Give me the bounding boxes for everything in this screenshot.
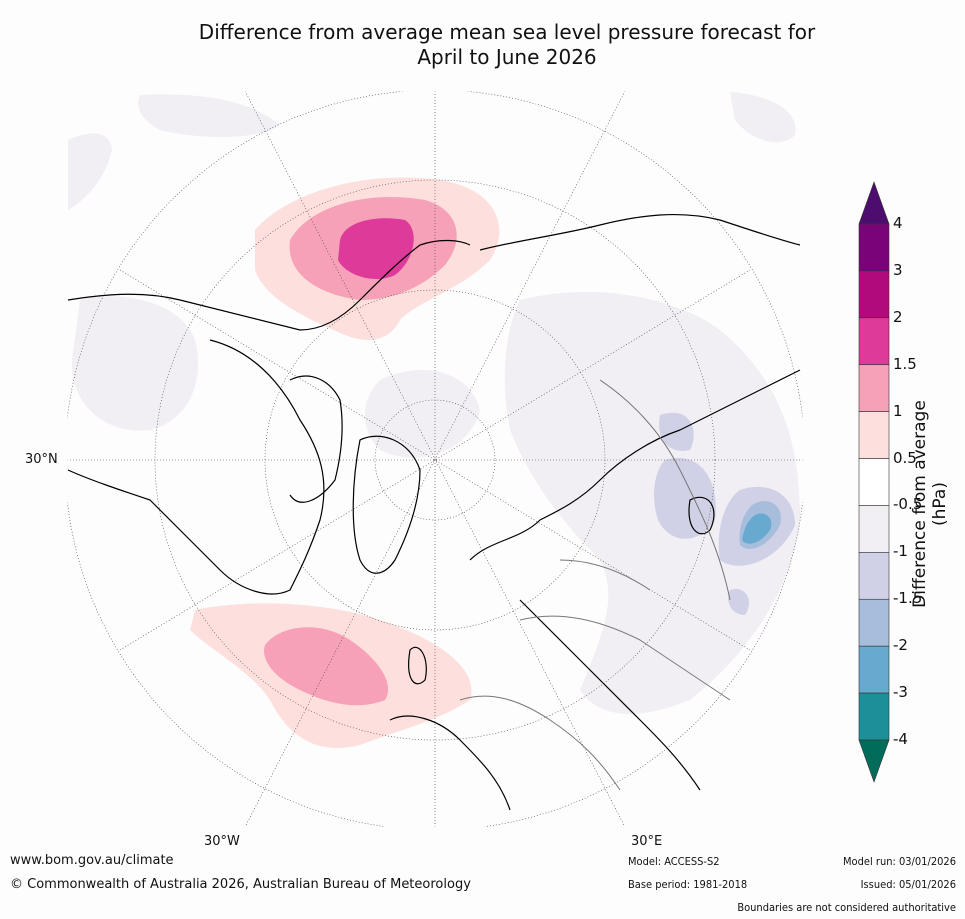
anomaly-neg-top	[138, 94, 280, 137]
colorbar-segment	[858, 505, 890, 553]
colorbar-segment	[858, 364, 890, 412]
colorbar-segment	[858, 458, 890, 506]
graticule	[67, 91, 803, 827]
map-area	[67, 91, 803, 827]
colorbar-tick-label: 1	[893, 401, 903, 420]
colorbar-tick-label: 2	[893, 307, 903, 326]
anomaly-neg-pacific	[71, 296, 198, 431]
anomaly-neg-top-right	[730, 92, 796, 143]
model-run-text: Model run: 03/01/2026	[843, 855, 956, 868]
colorbar-segment	[858, 411, 890, 459]
colorbar-under-arrow	[858, 739, 890, 783]
disclaimer-text: Boundaries are not considered authoritat…	[737, 901, 956, 914]
colorbar-title: Difference from average (hPa)	[910, 400, 950, 608]
coastlines	[67, 213, 801, 811]
colorbar-segment	[858, 645, 890, 694]
anomaly-pos-northpacific-15	[338, 218, 414, 280]
colorbar	[858, 181, 890, 783]
anomaly-neg2-east	[742, 513, 772, 544]
colorbar-segment	[858, 270, 890, 319]
copyright-text: © Commonwealth of Australia 2026, Austra…	[10, 877, 471, 892]
anomaly-neg1-small	[728, 589, 750, 615]
lon-30w-label: 30°W	[204, 834, 240, 849]
colorbar-tick-label: 4	[893, 214, 903, 232]
issued-text: Issued: 05/01/2026	[860, 878, 956, 891]
lat-30n-label: 30°N	[25, 452, 58, 467]
colorbar-segment	[858, 317, 890, 366]
colorbar-tick-label: -0.5	[893, 495, 923, 514]
country-borders	[459, 379, 731, 791]
anomaly-neg-left	[68, 133, 112, 210]
lon-30e-label: 30°E	[631, 834, 663, 849]
colorbar-segment	[858, 552, 890, 600]
title-line-2: April to June 2026	[417, 45, 597, 69]
colorbar-segment	[858, 598, 890, 647]
colorbar-tick-label: -1	[893, 542, 908, 561]
colorbar-tick-label: -1.5	[893, 589, 923, 608]
colorbar-tick-label: -4	[893, 730, 908, 748]
anomaly-pos-atlantic-1	[264, 627, 389, 706]
website-link[interactable]: www.bom.gov.au/climate	[10, 853, 174, 868]
colorbar-segment	[858, 692, 890, 741]
colorbar-tick-label: -2	[893, 636, 908, 655]
anomaly-neg-arctic	[365, 370, 480, 458]
base-period-text: Base period: 1981-2018	[628, 878, 748, 891]
colorbar-segment	[858, 223, 890, 272]
colorbar-over-arrow	[858, 181, 890, 225]
colorbar-tick-label: 0.5	[893, 448, 917, 467]
anomaly-neg-asia	[504, 291, 800, 714]
anomaly-neg1-china	[654, 458, 716, 539]
colorbar-tick-label: 3	[893, 260, 903, 279]
map-title: Difference from average mean sea level p…	[0, 20, 965, 70]
colorbar-tick-label: 1.5	[893, 354, 917, 373]
title-line-1: Difference from average mean sea level p…	[198, 20, 816, 44]
map-frame	[66, 90, 804, 828]
colorbar-tick-label: -3	[893, 683, 908, 702]
model-text: Model: ACCESS-S2	[628, 855, 720, 868]
